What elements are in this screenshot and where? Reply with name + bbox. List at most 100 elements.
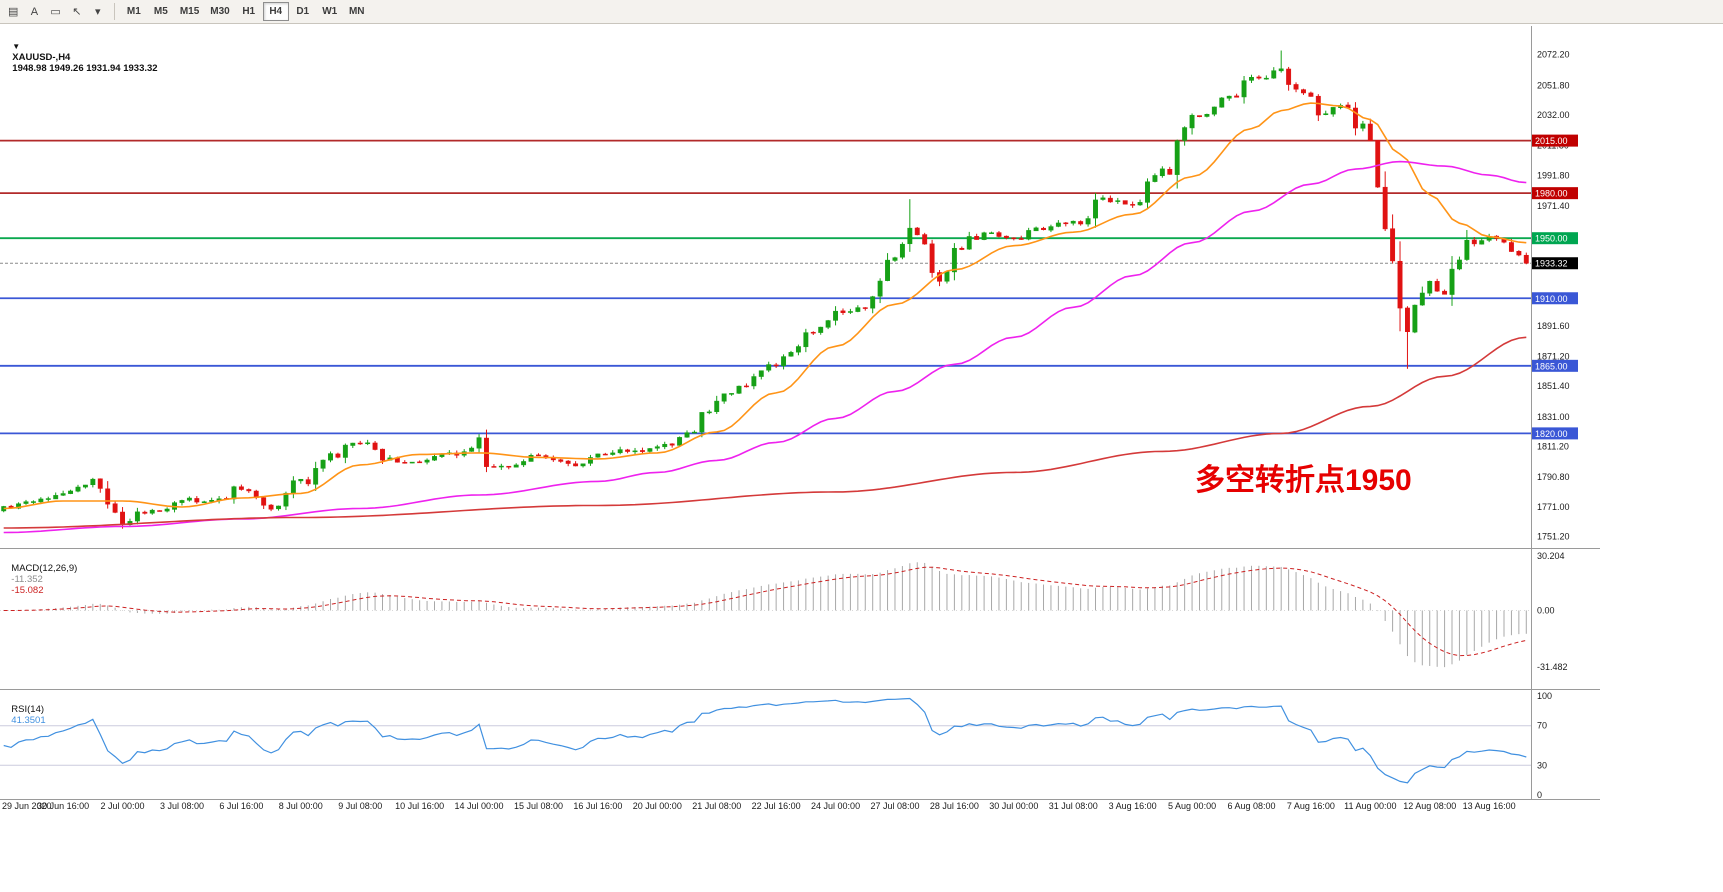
shapes-tool-icon[interactable]: ↖ bbox=[72, 6, 82, 18]
timeframe-mn-button[interactable]: MN bbox=[348, 6, 365, 17]
candle-body bbox=[654, 446, 660, 449]
price-label-1865.00-box[interactable] bbox=[1532, 359, 1578, 372]
timeframe-d1-button[interactable]: D1 bbox=[296, 6, 310, 17]
time-label: 20 Jul 00:00 bbox=[633, 801, 682, 811]
timeframe-m1-button[interactable]: M1 bbox=[126, 6, 141, 17]
candle-body bbox=[1026, 230, 1032, 240]
candle-body bbox=[1330, 107, 1336, 115]
price-label-1910.00-text: 1910.00 bbox=[1535, 294, 1568, 304]
candle-body bbox=[766, 364, 772, 371]
time-label: 28 Jul 16:00 bbox=[930, 801, 979, 811]
candle-body bbox=[966, 236, 972, 250]
candle-body bbox=[632, 450, 638, 453]
candle-body bbox=[781, 356, 787, 367]
price-tick-label: 1871.20 bbox=[1537, 352, 1570, 362]
candle-body bbox=[157, 510, 163, 512]
candle-body bbox=[238, 486, 244, 490]
time-label: 3 Jul 08:00 bbox=[160, 801, 204, 811]
candle-body bbox=[68, 490, 74, 494]
price-tick-label: 1771.00 bbox=[1537, 502, 1570, 512]
candle-body bbox=[1434, 281, 1440, 292]
timeframe-h1-button[interactable]: H1 bbox=[242, 6, 256, 17]
price-tick-label: 1751.20 bbox=[1537, 532, 1570, 542]
price-label-2015.00-box[interactable] bbox=[1532, 134, 1578, 147]
candle-body bbox=[231, 486, 237, 500]
macd-panel[interactable] bbox=[0, 549, 1531, 688]
candle-body bbox=[1471, 239, 1477, 245]
candle-body bbox=[1003, 235, 1009, 239]
price-label-1910.00-box[interactable] bbox=[1532, 292, 1578, 305]
candle-body bbox=[1464, 240, 1470, 260]
candle-body bbox=[1219, 97, 1225, 108]
price-tick-label: 1891.60 bbox=[1537, 321, 1570, 331]
toolbar: ▤ A ▭ ↖ ▾ M1 M5 M15 M30 H1 H4 D1 W1 MN bbox=[0, 0, 1723, 24]
candle-body bbox=[1033, 227, 1039, 232]
time-label: 6 Jul 16:00 bbox=[219, 801, 263, 811]
time-label: 16 Jul 16:00 bbox=[573, 801, 622, 811]
text-box-icon[interactable]: ▭ bbox=[50, 6, 61, 18]
price-tick-label: 1971.40 bbox=[1537, 201, 1570, 211]
macd-tick-label: 0.00 bbox=[1537, 605, 1555, 615]
candle-body bbox=[1456, 259, 1462, 270]
timeframe-m15-button[interactable]: M15 bbox=[179, 6, 200, 17]
rsi-tick-label: 0 bbox=[1537, 790, 1542, 800]
price-label-1950.00-box[interactable] bbox=[1532, 232, 1578, 245]
candle-body bbox=[847, 311, 853, 313]
candle-body bbox=[60, 493, 66, 496]
timeframe-m5-button[interactable]: M5 bbox=[153, 6, 168, 17]
candle-body bbox=[186, 497, 192, 501]
candle-body bbox=[1516, 251, 1522, 256]
candle-body bbox=[1182, 127, 1188, 141]
time-axis[interactable] bbox=[0, 800, 1531, 815]
candle-body bbox=[855, 307, 861, 312]
candle-body bbox=[476, 437, 482, 449]
current-price-label-text: 1933.32 bbox=[1535, 259, 1568, 269]
macd-histogram bbox=[3, 562, 1527, 668]
chart-collapse-icon[interactable]: ▼ bbox=[12, 42, 21, 51]
candle-body bbox=[209, 499, 215, 502]
candle-body bbox=[268, 504, 274, 510]
time-label: 15 Jul 08:00 bbox=[514, 801, 563, 811]
candle-body bbox=[959, 247, 965, 250]
candle-body bbox=[1375, 140, 1381, 188]
candle-body bbox=[313, 468, 319, 485]
candle-body bbox=[1286, 68, 1292, 85]
chart-annotation-text[interactable]: 多空转折点1950 bbox=[1195, 464, 1412, 497]
price-label-1980.00-text: 1980.00 bbox=[1535, 189, 1568, 199]
chart-list-icon[interactable]: ▤ bbox=[8, 6, 19, 18]
price-label-1980.00-box[interactable] bbox=[1532, 187, 1578, 200]
candle-body bbox=[1234, 95, 1240, 98]
ma-slow-red bbox=[3, 336, 1527, 529]
timeframe-h4-button[interactable]: H4 bbox=[262, 2, 289, 21]
timeframe-buttons: M1 M5 M15 M30 H1 H4 D1 W1 MN bbox=[121, 2, 370, 21]
timeframe-m30-button[interactable]: M30 bbox=[210, 6, 230, 17]
candle-body bbox=[75, 486, 81, 492]
rsi-panel[interactable] bbox=[0, 690, 1531, 799]
candle-body bbox=[1508, 242, 1514, 252]
price-label-1820.00-box[interactable] bbox=[1532, 427, 1578, 440]
macd-tick-label: -31.482 bbox=[1537, 662, 1568, 672]
chart-symbol-period: XAUUSD-,H4 bbox=[12, 52, 71, 63]
candle-body bbox=[699, 412, 705, 433]
price-axis[interactable] bbox=[1531, 26, 1600, 799]
rsi-tick-label: 30 bbox=[1537, 760, 1547, 770]
candle-body bbox=[788, 352, 794, 357]
current-price-label-box[interactable] bbox=[1532, 257, 1578, 270]
time-label: 6 Aug 08:00 bbox=[1227, 801, 1275, 811]
candle-body bbox=[30, 501, 36, 503]
shapes-dropdown-caret-icon[interactable]: ▾ bbox=[95, 6, 101, 18]
macd-tick-label: 30.204 bbox=[1537, 551, 1565, 561]
candle-body bbox=[1174, 140, 1180, 175]
timeframe-w1-button[interactable]: W1 bbox=[322, 6, 338, 17]
candle-body bbox=[1360, 123, 1366, 129]
candle-body bbox=[1397, 260, 1403, 309]
candle-body bbox=[409, 461, 415, 464]
candle-body bbox=[97, 478, 103, 489]
candle-body bbox=[840, 310, 846, 313]
candle-body bbox=[179, 500, 185, 503]
candle-body bbox=[1278, 68, 1284, 72]
candle-body bbox=[610, 452, 616, 455]
ma-fast-orange bbox=[3, 102, 1527, 510]
text-label-icon[interactable]: A bbox=[30, 5, 39, 18]
candle-body bbox=[862, 307, 868, 309]
